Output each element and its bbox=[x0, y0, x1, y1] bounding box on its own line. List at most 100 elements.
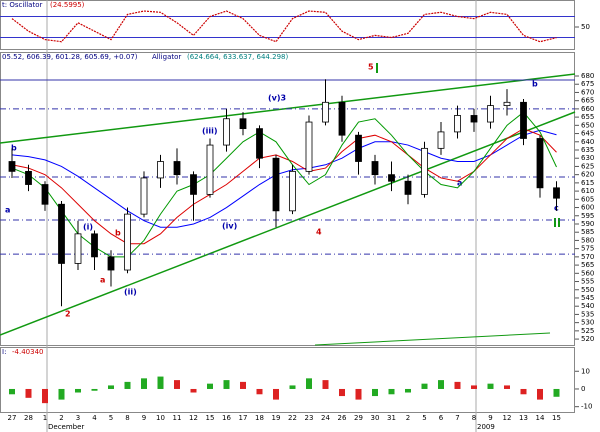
candle-body bbox=[239, 118, 247, 130]
histogram-bar bbox=[553, 388, 560, 397]
annotation: 5 bbox=[368, 63, 374, 72]
x-tick-label: 5 bbox=[422, 414, 426, 422]
y-tick-label: 610 bbox=[581, 187, 594, 195]
histogram-bar bbox=[504, 385, 510, 389]
trend-line bbox=[314, 332, 551, 346]
candle-body bbox=[355, 134, 362, 162]
histogram-bar bbox=[537, 388, 543, 400]
y-tick-label: 595 bbox=[581, 212, 594, 220]
annotation: (i) bbox=[83, 223, 93, 232]
candle-body bbox=[322, 101, 329, 123]
y-tick-label: 675 bbox=[581, 80, 594, 88]
candle-body bbox=[25, 170, 32, 185]
x-tick-label: 23 bbox=[305, 414, 314, 422]
histogram-bar bbox=[256, 388, 263, 395]
histogram-title: I: bbox=[2, 348, 6, 356]
histogram-pane bbox=[0, 347, 575, 413]
y-tick-label: 535 bbox=[581, 310, 594, 318]
x-tick-label: 15 bbox=[552, 414, 561, 422]
candle-body bbox=[536, 138, 544, 189]
x-tick-label: 1 bbox=[43, 414, 47, 422]
x-tick-label: 3 bbox=[76, 414, 80, 422]
oscillator-title: t: Oscillator bbox=[2, 1, 42, 9]
histogram-bar bbox=[223, 380, 230, 389]
histogram-bar bbox=[471, 385, 477, 389]
histogram-bar bbox=[157, 376, 164, 389]
candle-body bbox=[223, 118, 230, 146]
y-tick-label: 565 bbox=[581, 261, 594, 269]
histogram-bar bbox=[289, 385, 296, 389]
candle-body bbox=[404, 180, 412, 195]
candle-body bbox=[107, 256, 115, 271]
candle-body bbox=[470, 115, 478, 123]
candle-body bbox=[305, 121, 313, 172]
alligator-title: Alligator bbox=[152, 53, 181, 61]
candle-body bbox=[256, 128, 263, 159]
candle-body bbox=[520, 101, 527, 139]
x-tick-label: 2 bbox=[406, 414, 410, 422]
x-tick-label: 9 bbox=[142, 414, 146, 422]
marker bbox=[558, 218, 560, 227]
y-tick-label: 680 bbox=[581, 72, 594, 80]
histogram-bar bbox=[141, 378, 147, 389]
oscillator-pane bbox=[0, 0, 575, 50]
x-tick-label: 29 bbox=[354, 414, 363, 422]
marker bbox=[376, 63, 378, 73]
y-tick-label: 10 bbox=[581, 367, 590, 375]
y-tick-label: 670 bbox=[581, 88, 594, 96]
y-tick-label: 560 bbox=[581, 269, 594, 277]
x-tick-label: 13 bbox=[519, 414, 528, 422]
y-tick-label: 590 bbox=[581, 220, 594, 228]
histogram-bar bbox=[355, 388, 362, 400]
x-tick-label: 16 bbox=[222, 414, 231, 422]
candle-body bbox=[157, 161, 164, 179]
y-tick-label: 545 bbox=[581, 294, 594, 302]
x-tick-label: 2 bbox=[59, 414, 63, 422]
histogram-bar bbox=[421, 383, 428, 389]
candle-body bbox=[272, 157, 280, 212]
histogram-bar bbox=[438, 380, 444, 389]
histogram-bar bbox=[322, 380, 329, 389]
x-tick-label: 4 bbox=[92, 414, 97, 422]
histogram-bar bbox=[273, 388, 279, 400]
x-tick-label: 22 bbox=[288, 414, 297, 422]
candle-body bbox=[454, 115, 461, 133]
y-tick-label: 635 bbox=[581, 146, 594, 154]
histogram-bar bbox=[174, 380, 180, 389]
candle-body bbox=[206, 144, 214, 195]
alligator-line bbox=[11, 128, 557, 245]
y-tick-label: 580 bbox=[581, 236, 594, 244]
y-tick-label: 615 bbox=[581, 179, 594, 187]
y-tick-label: 630 bbox=[581, 154, 594, 162]
y-tick-label: 540 bbox=[581, 302, 594, 310]
y-tick-label: 555 bbox=[581, 278, 594, 286]
month-label: 2009 bbox=[477, 423, 495, 431]
candle-body bbox=[140, 177, 148, 215]
x-tick-label: 11 bbox=[173, 414, 182, 422]
candle-body bbox=[8, 161, 16, 172]
x-tick-label: 14 bbox=[536, 414, 545, 422]
histogram-bar bbox=[520, 388, 527, 395]
candle-body bbox=[371, 161, 379, 176]
candle-body bbox=[487, 105, 494, 123]
x-tick-label: 19 bbox=[272, 414, 281, 422]
annotation: a bbox=[5, 206, 10, 215]
histogram-bar bbox=[108, 385, 114, 389]
y-tick-label: 520 bbox=[581, 335, 594, 343]
histogram-bar bbox=[339, 388, 345, 397]
y-tick-label: 620 bbox=[581, 171, 594, 179]
histogram-bar bbox=[454, 381, 461, 389]
x-tick-label: 12 bbox=[189, 414, 198, 422]
histogram-bar bbox=[91, 388, 98, 391]
x-tick-label: 26 bbox=[338, 414, 347, 422]
annotation: a bbox=[100, 276, 105, 285]
candle-body bbox=[41, 184, 49, 205]
candle-body bbox=[173, 161, 181, 176]
histogram-bar bbox=[190, 388, 197, 393]
candle-body bbox=[338, 101, 346, 136]
y-tick-label: 655 bbox=[581, 113, 594, 121]
annotation: (iii) bbox=[202, 127, 218, 136]
candle-body bbox=[289, 170, 296, 212]
annotation: b bbox=[115, 229, 121, 238]
